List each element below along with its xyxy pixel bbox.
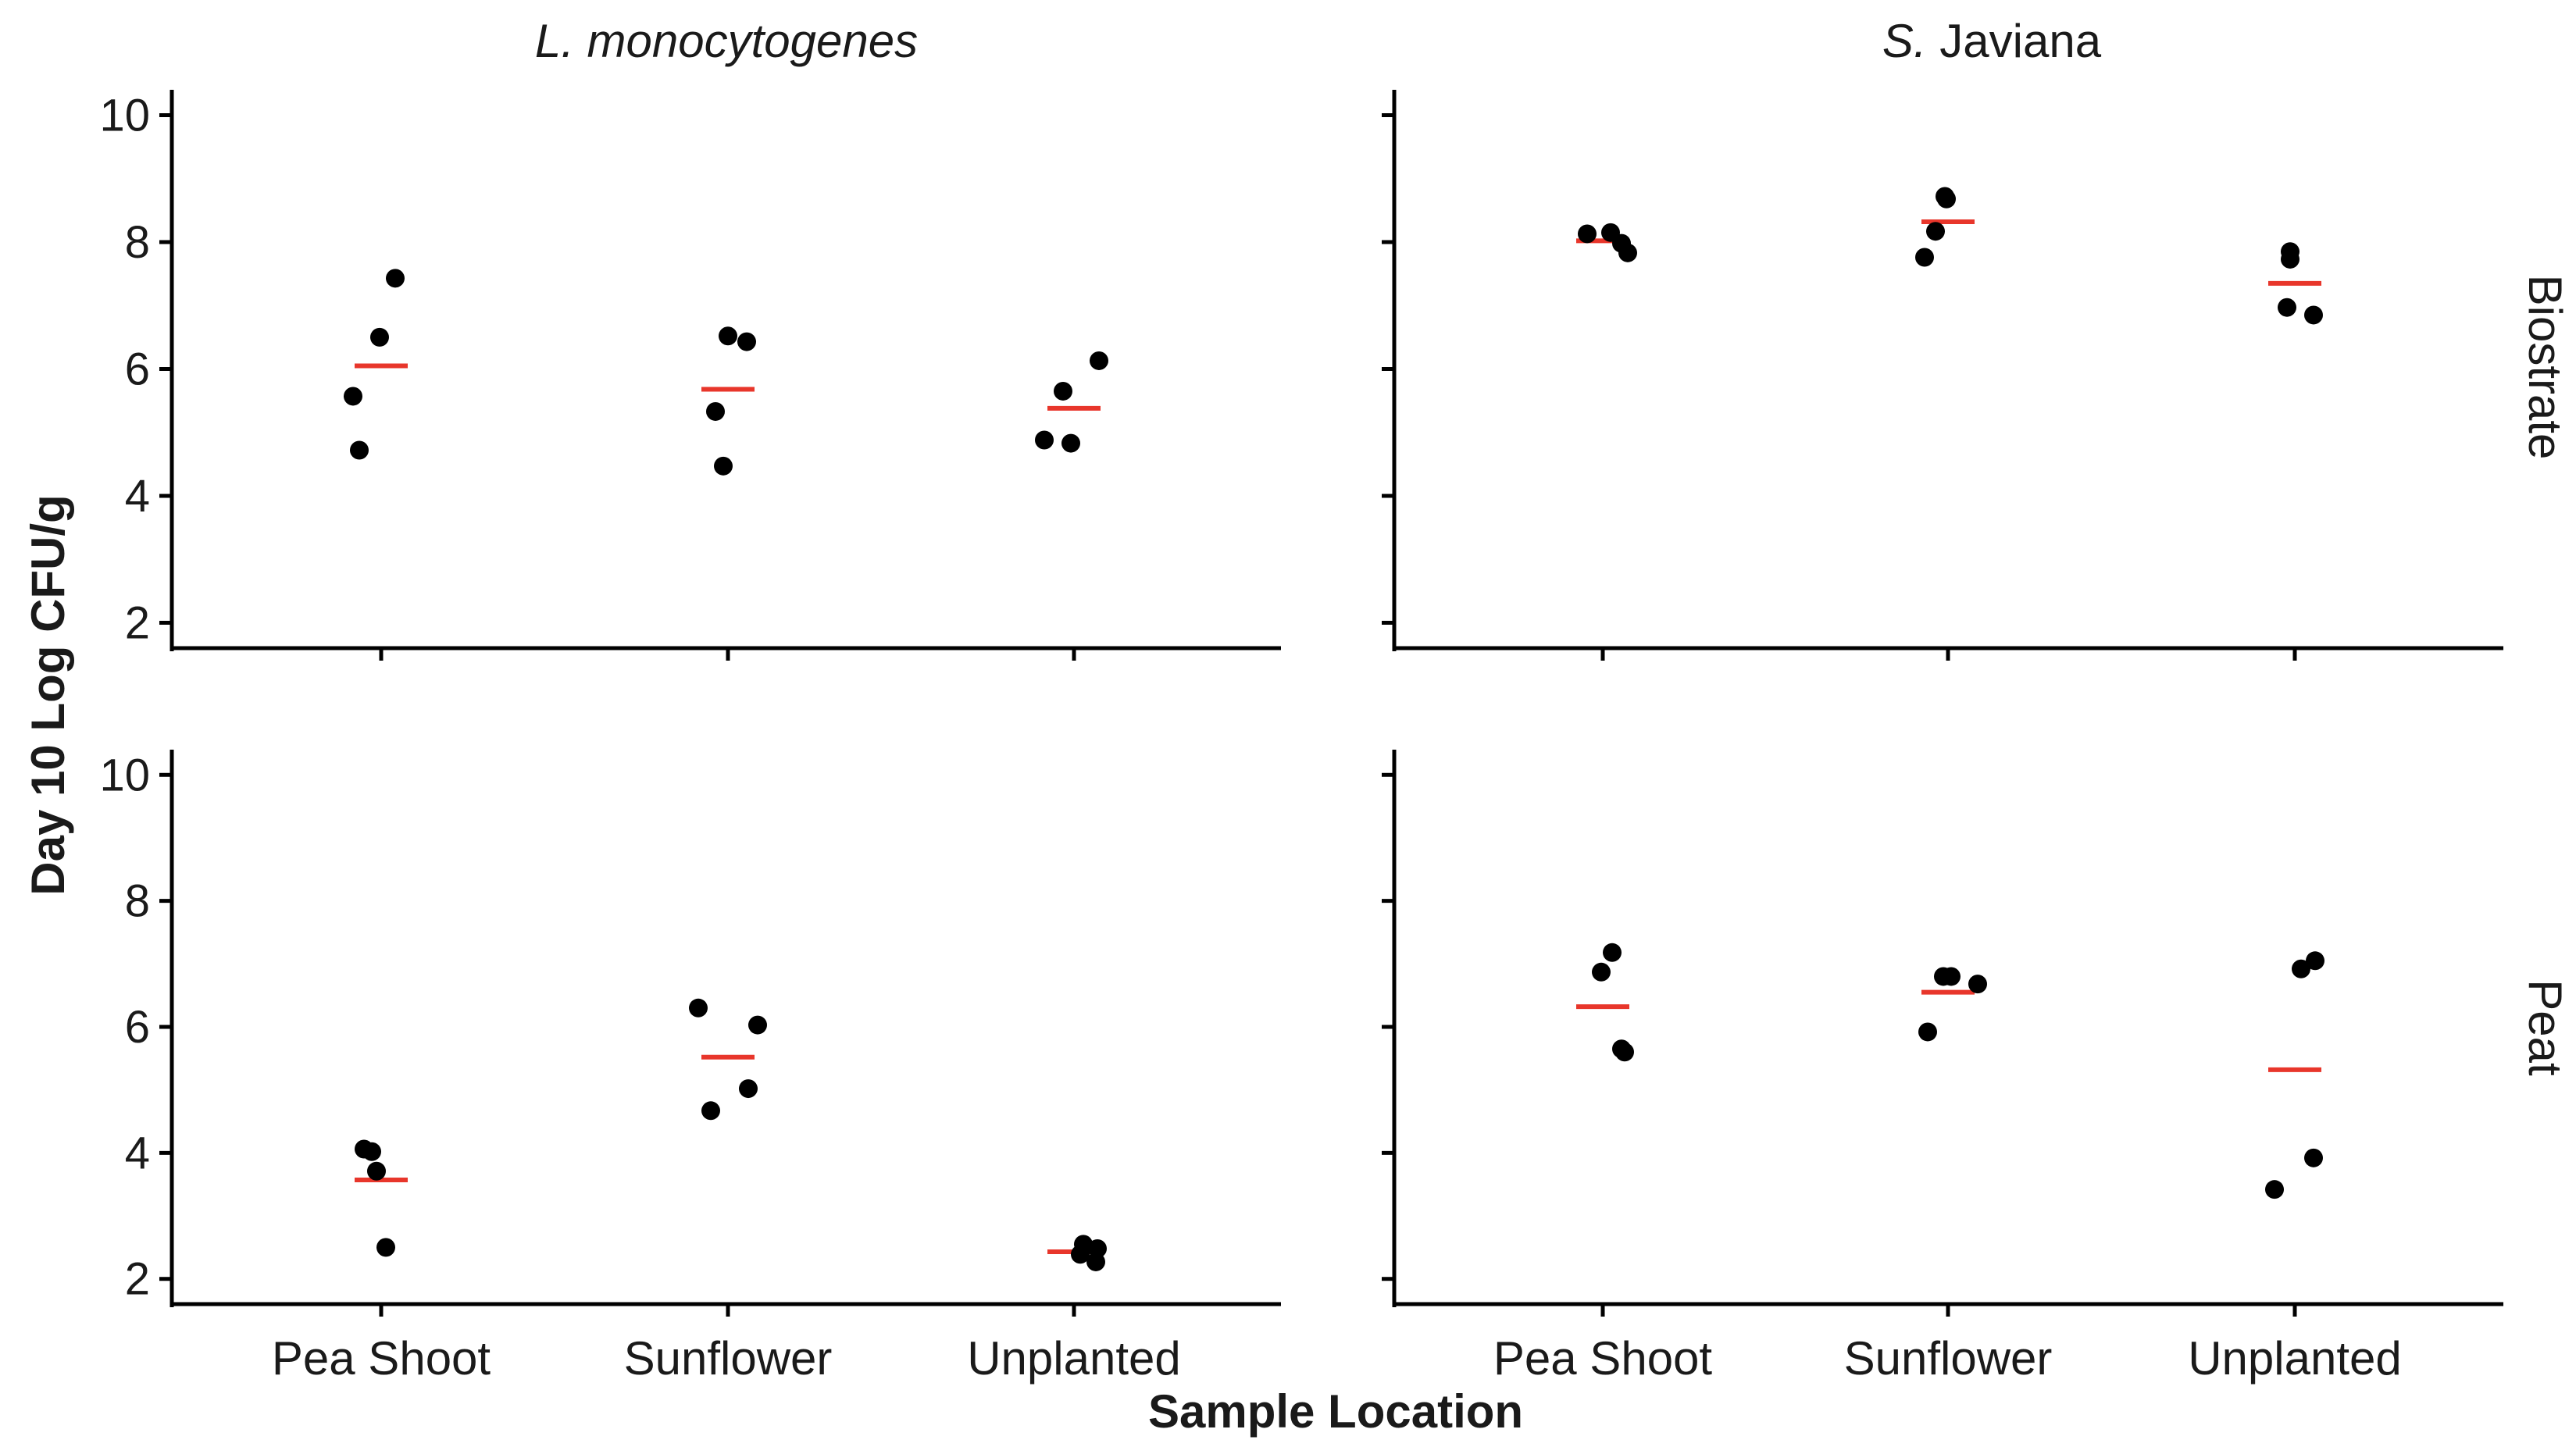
y-tick-label: 6 <box>125 344 150 395</box>
x-tick-label: Unplanted <box>2188 1332 2402 1385</box>
data-point <box>737 332 756 351</box>
data-point <box>344 387 362 406</box>
data-point <box>386 269 405 288</box>
data-point <box>1942 967 1961 986</box>
data-point <box>1968 975 1987 994</box>
data-point <box>1603 943 1622 962</box>
y-tick-label: 8 <box>125 217 150 268</box>
panel-peat-s-javiana: Pea Shoot Sunflower Unplanted <box>1382 750 2503 1385</box>
data-point <box>1618 243 1637 262</box>
data-point <box>1054 381 1072 401</box>
data-point <box>714 456 733 476</box>
panel-biostrate-l-monocytogenes: 2 4 6 8 10 <box>99 90 1281 661</box>
strip-label-row-peat: Peat <box>2519 979 2571 1076</box>
y-tick-label: 4 <box>125 471 150 522</box>
data-point <box>1615 1042 1634 1062</box>
data-point <box>370 327 389 347</box>
y-tick-label: 6 <box>125 1002 150 1053</box>
data-point <box>739 1079 758 1099</box>
data-point <box>376 1238 395 1257</box>
data-point <box>1926 222 1945 241</box>
data-point <box>2304 1148 2323 1167</box>
data-point <box>1918 1022 1937 1042</box>
y-tick-label: 10 <box>99 91 150 141</box>
data-point <box>1937 189 1956 208</box>
data-point <box>1578 224 1597 244</box>
data-point <box>2306 951 2324 971</box>
y-tick-label: 8 <box>125 876 150 927</box>
x-axis-title: Sample Location <box>1148 1385 1523 1438</box>
data-point <box>362 1142 381 1161</box>
y-tick-label: 4 <box>125 1128 150 1178</box>
data-point <box>1090 351 1108 370</box>
y-tick-label: 10 <box>99 750 150 800</box>
panel-peat-l-monocytogenes: 2 4 6 8 10 Pea Shoot Sunflower Unplanted <box>99 750 1281 1385</box>
data-point <box>719 326 737 346</box>
data-point <box>1592 962 1611 982</box>
data-point <box>2278 298 2296 317</box>
y-tick-label: 2 <box>125 598 150 649</box>
data-point <box>1088 1239 1107 1258</box>
data-point <box>701 1101 720 1121</box>
data-point <box>1061 433 1080 453</box>
x-tick-label: Pea Shoot <box>1493 1332 1713 1385</box>
data-point <box>2292 959 2310 978</box>
strip-label-row-biostrate: Biostrate <box>2519 275 2571 460</box>
data-point <box>748 1015 767 1035</box>
y-axis-title: Day 10 Log CFU/g <box>22 494 74 895</box>
data-point <box>350 440 369 460</box>
data-point <box>1035 430 1054 450</box>
data-point <box>1074 1235 1093 1254</box>
x-tick-label: Sunflower <box>624 1332 833 1385</box>
panel-biostrate-s-javiana <box>1382 90 2503 661</box>
y-tick-label: 2 <box>125 1254 150 1305</box>
data-point <box>706 401 725 421</box>
data-point <box>689 998 708 1018</box>
data-point <box>1915 248 1934 267</box>
x-tick-label: Sunflower <box>1844 1332 2053 1385</box>
data-point <box>2304 305 2323 325</box>
data-point <box>2265 1180 2284 1199</box>
data-point <box>367 1161 386 1181</box>
x-tick-label: Pea Shoot <box>272 1332 491 1385</box>
strip-label-column-0: L. monocytogenes <box>535 15 918 67</box>
strip-label-column-1: S. Javiana <box>1882 15 2102 67</box>
data-point <box>2281 249 2299 269</box>
x-tick-label: Unplanted <box>967 1332 1181 1385</box>
